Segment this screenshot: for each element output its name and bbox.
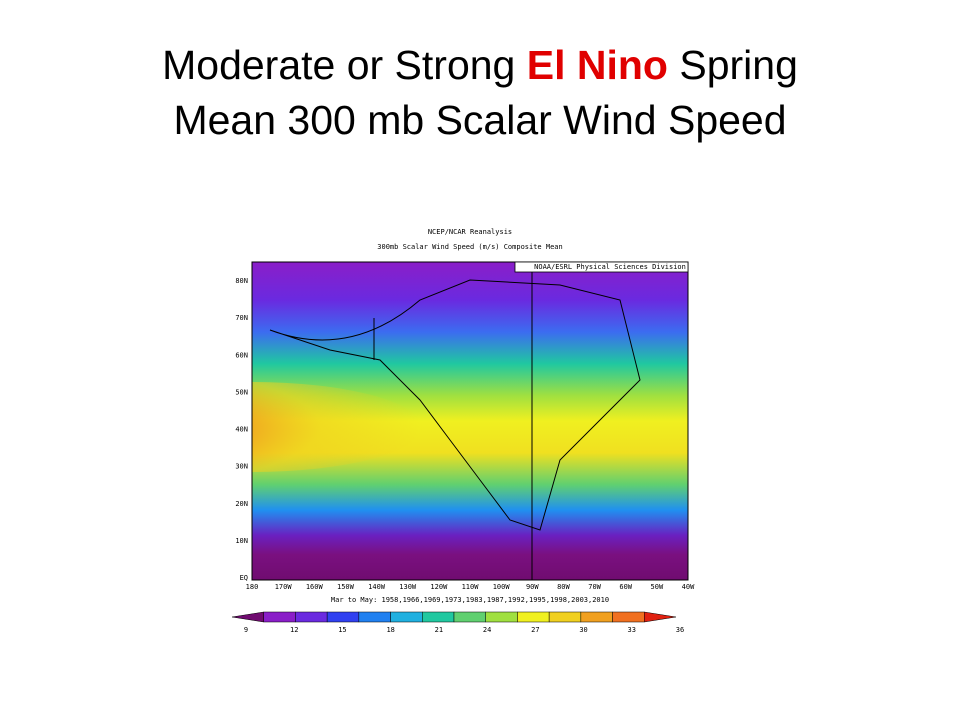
colorbar-label: 30: [579, 626, 587, 634]
colorbar-label: 12: [290, 626, 298, 634]
colorbar-box: [326, 611, 360, 623]
lon-label: 60W: [619, 583, 632, 591]
lon-label: 50W: [651, 583, 664, 591]
colorbar-label: 36: [676, 626, 684, 634]
lat-label: 30N: [235, 463, 248, 471]
lat-label: 10N: [235, 537, 248, 545]
title-line: Mean 300 mb Scalar Wind Speed: [173, 97, 787, 143]
lat-label: 80N: [235, 277, 248, 285]
colorbar-box: [453, 611, 486, 623]
lon-label: 160W: [306, 583, 324, 591]
lon-label: 40W: [682, 583, 695, 591]
title-highlight: El Nino: [526, 42, 668, 88]
title-part: Spring: [667, 42, 798, 88]
colorbar-label: 15: [338, 626, 346, 634]
wind-field: [252, 262, 688, 580]
colorbar-end: [231, 611, 264, 623]
lon-label: 170W: [275, 583, 293, 591]
colorbar-box: [422, 611, 455, 623]
colorbar-label: 27: [531, 626, 539, 634]
lat-label: EQ: [240, 574, 248, 582]
colorbar-label: 21: [435, 626, 443, 634]
lon-label: 150W: [337, 583, 355, 591]
colorbar-box: [580, 611, 613, 623]
colorbar-end: [644, 611, 677, 623]
colorbar-box: [358, 611, 391, 623]
credit: NOAA/ESRL Physical Sciences Division: [534, 263, 686, 271]
lon-label: 70W: [588, 583, 601, 591]
lon-label: 140W: [368, 583, 386, 591]
colorbar-box: [485, 611, 518, 623]
colorbar-box: [295, 611, 328, 623]
colorbar-box: [390, 611, 423, 623]
lon-label: 90W: [526, 583, 539, 591]
colorbar-label: 24: [483, 626, 491, 634]
lon-label: 110W: [462, 583, 480, 591]
colorbar-box: [548, 611, 582, 623]
map-header: 300mb Scalar Wind Speed (m/s) Composite …: [377, 243, 562, 251]
lon-label: 80W: [557, 583, 570, 591]
lat-label: 20N: [235, 500, 248, 508]
lon-label: 100W: [493, 583, 511, 591]
colorbar-label: 33: [628, 626, 636, 634]
lon-label: 120W: [430, 583, 448, 591]
lon-label: 180: [246, 583, 259, 591]
colorbar-label: 18: [386, 626, 394, 634]
lat-label: 70N: [235, 314, 248, 322]
colorbar-label: 9: [244, 626, 248, 634]
map-header: NCEP/NCAR Reanalysis: [428, 228, 512, 236]
lat-label: 60N: [235, 351, 248, 359]
colorbar-box: [612, 611, 645, 623]
colorbar-box: [517, 611, 550, 623]
title-part: Moderate or Strong: [162, 42, 527, 88]
lat-label: 50N: [235, 388, 248, 396]
map-caption: Mar to May: 1958,1966,1969,1973,1983,198…: [331, 596, 609, 604]
slide-title: Moderate or Strong El Nino Spring Mean 3…: [0, 38, 960, 148]
colorbar-box: [263, 611, 296, 623]
lat-label: 40N: [235, 426, 248, 434]
lon-label: 130W: [399, 583, 417, 591]
